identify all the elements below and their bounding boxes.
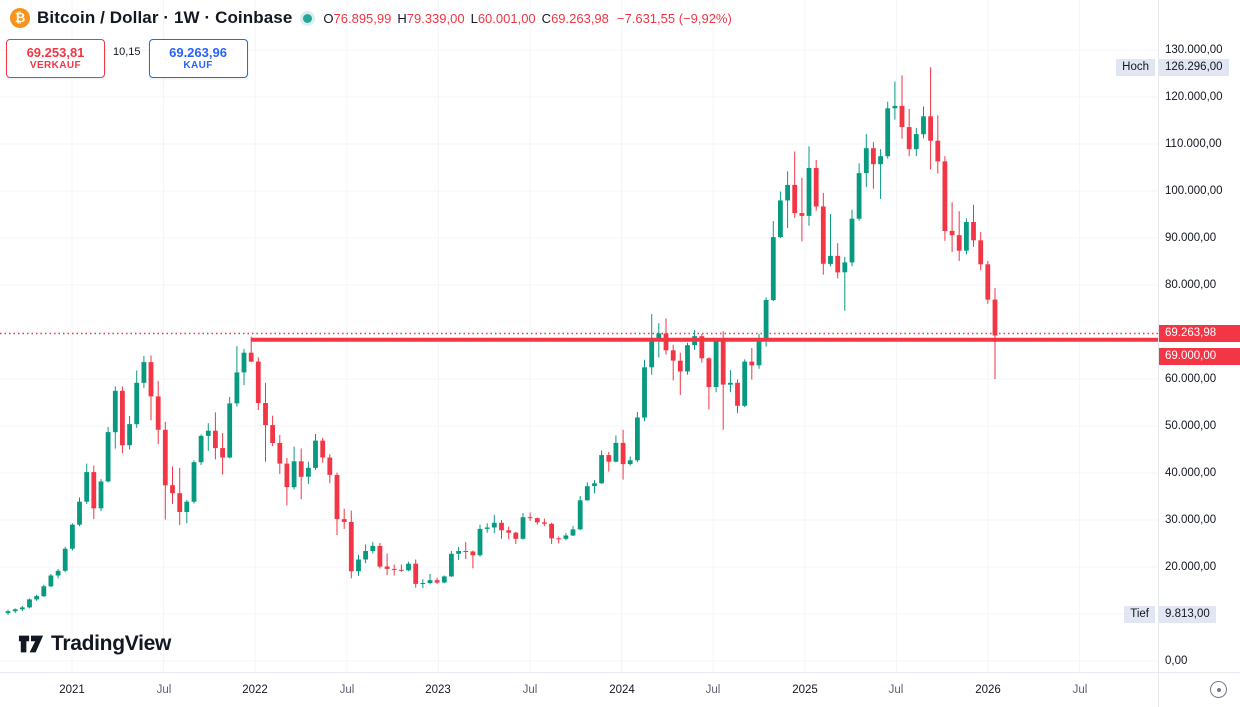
time-axis[interactable]: 2021 Jul 2022 Jul 2023 Jul 2024 Jul 2025 Jul 2026 J… [0,672,1158,707]
time-axis-label: Jul [522,684,538,696]
low-marker-chip: Tief [1124,606,1155,623]
chart-svg[interactable] [0,0,1158,672]
low-value: 60.001,00 [477,10,536,26]
price-level-label: 69.263,98 [1159,325,1240,342]
change-value: −7.631,55 (−9,92%) [616,10,732,26]
time-axis-label: Jul [156,684,172,696]
time-axis-label: Jul [888,684,904,696]
price-axis-label: 40.000,00 [1165,467,1217,479]
grid-lines [0,0,1158,672]
tradingview-logo-icon [18,635,44,653]
candlestick-series[interactable] [5,67,998,615]
time-axis-label: 2025 [792,684,818,696]
time-axis-label: Jul [1072,684,1088,696]
price-axis-label: 100.000,00 [1165,185,1223,197]
close-value: 69.263,98 [551,10,609,26]
high-value: 79.339,00 [406,10,465,26]
price-axis-label: 30.000,00 [1165,514,1217,526]
spread-value: 10,15 [113,45,141,58]
price-axis-label: 110.000,00 [1165,138,1222,150]
price-axis[interactable]: 130.000,00 126.296,00 120.000,00 110.000,00… [1158,0,1240,672]
price-axis-label: 20.000,00 [1165,561,1217,573]
price-axis-label: 90.000,00 [1165,232,1217,244]
price-axis-label: 0,00 [1165,655,1188,667]
low-value-label: 9.813,00 [1159,606,1216,623]
buy-button[interactable]: 69.263,96 KAUF [148,39,248,78]
buy-price: 69.263,96 [169,45,227,60]
market-status-icon[interactable] [303,13,313,23]
time-axis-label: 2022 [242,684,268,696]
open-label: O [323,10,334,26]
price-axis-label: 80.000,00 [1165,279,1217,291]
ohlc-values: O76.895,99 H79.339,00 L60.001,00 C69.263… [323,11,731,26]
time-axis-label: Jul [705,684,721,696]
chart-canvas[interactable] [0,0,1158,672]
symbol-legend: ₿ Bitcoin / Dollar · 1W · Coinbase O76.8… [10,8,732,28]
tradingview-logo[interactable]: TradingView [18,632,171,656]
price-axis-label: 120.000,00 [1165,91,1223,103]
tradingview-logo-text: TradingView [51,632,172,655]
sell-label: VERKAUF [29,60,82,71]
axis-corner [1158,672,1240,707]
time-axis-label: 2026 [975,684,1001,696]
low-label: L [470,10,478,26]
close-label: C [541,10,552,26]
high-label: H [397,10,407,26]
price-level-label: 69.000,00 [1159,348,1240,365]
sell-button[interactable]: 69.253,81 VERKAUF [6,39,105,78]
time-axis-label: 2023 [425,684,451,696]
buy-label: KAUF [183,60,213,71]
high-value-label: 126.296,00 [1159,59,1229,76]
scale-settings-icon[interactable] [1210,681,1227,698]
time-axis-label: 2024 [609,684,635,696]
trade-panel: 69.253,81 VERKAUF 10,15 69.263,96 KAUF [6,39,248,78]
price-axis-label: 60.000,00 [1165,373,1217,385]
sell-price: 69.253,81 [26,45,85,60]
open-value: 76.895,99 [333,10,392,26]
symbol-title[interactable]: Bitcoin / Dollar · 1W · Coinbase [37,8,293,27]
high-marker-chip: Hoch [1116,59,1155,76]
price-axis-label: 130.000,00 [1165,44,1223,56]
bitcoin-icon: ₿ [10,8,30,28]
price-axis-label: 50.000,00 [1165,420,1217,432]
time-axis-label: Jul [339,684,355,696]
time-axis-label: 2021 [59,684,85,696]
